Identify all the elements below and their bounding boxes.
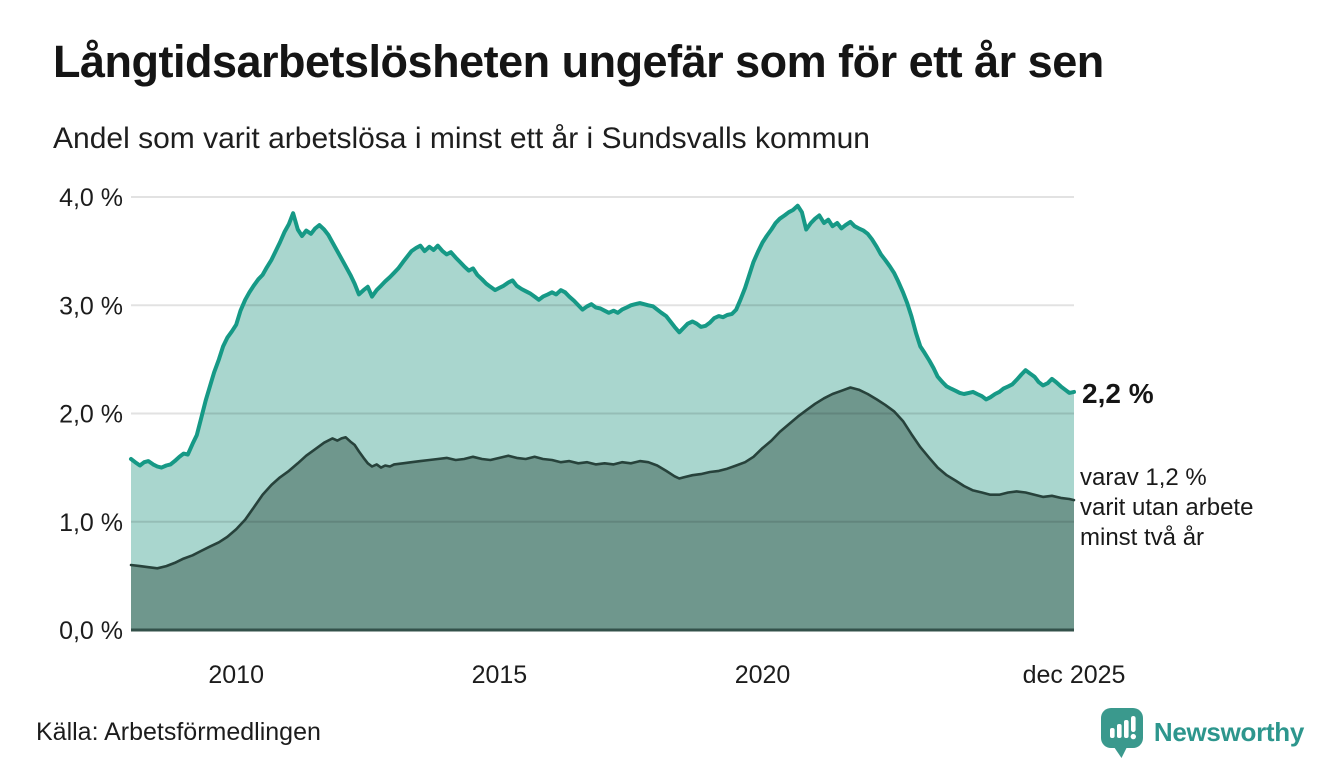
y-tick-label: 1,0 % xyxy=(59,509,123,537)
y-tick-label: 3,0 % xyxy=(59,292,123,320)
series-line-1 xyxy=(129,386,1076,570)
x-tick-label: 2015 xyxy=(472,661,528,689)
footer: Källa: Arbetsförmedlingen Newsworthy xyxy=(36,704,1304,760)
page-subtitle: Andel som varit arbetslösa i minst ett å… xyxy=(53,122,870,155)
page-title: Långtidsarbetslösheten ungefär som för e… xyxy=(53,36,1104,87)
source-note: Källa: Arbetsförmedlingen xyxy=(36,717,321,746)
x-tick-label: dec 2025 xyxy=(1023,661,1126,689)
secondary-value-line: varit utan arbete xyxy=(1080,494,1254,521)
newsworthy-logo-text: Newsworthy xyxy=(1153,716,1304,747)
y-tick-label: 2,0 % xyxy=(59,401,123,429)
x-tick-label: 2010 xyxy=(208,661,264,689)
series-line-0 xyxy=(129,203,1076,470)
newsworthy-logo-icon xyxy=(1100,708,1143,758)
newsworthy-logo: Newsworthy xyxy=(1099,706,1304,758)
y-tick-label: 4,0 % xyxy=(59,184,123,212)
secondary-value-line: minst två år xyxy=(1080,524,1205,551)
secondary-value-line: varav 1,2 % xyxy=(1080,464,1207,491)
latest-value-label: 2,2 % xyxy=(1082,378,1154,409)
series-area-1 xyxy=(131,387,1074,630)
secondary-value-label: varav 1,2 % varit utan arbete minst två … xyxy=(1080,463,1253,553)
x-tick-label: 2020 xyxy=(735,661,791,689)
y-tick-label: 0,0 % xyxy=(59,617,123,645)
